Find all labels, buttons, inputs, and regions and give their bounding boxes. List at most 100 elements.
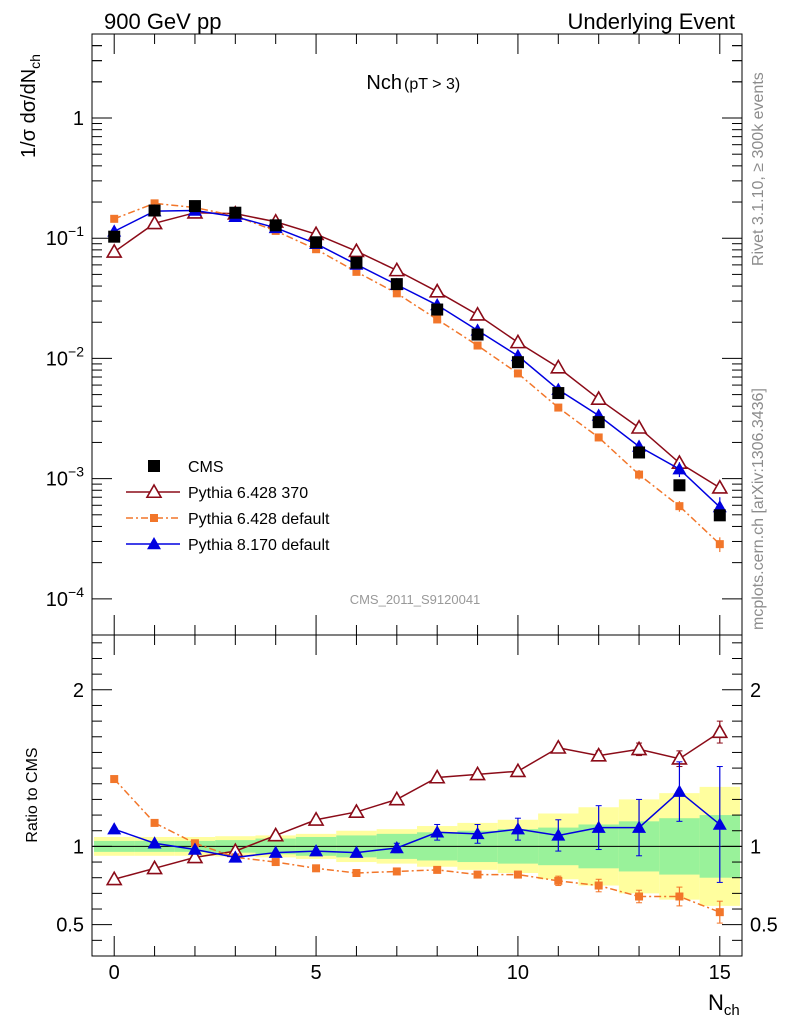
data-point [348, 803, 365, 818]
data-point [511, 356, 524, 369]
ratio-x-axis-label: Nch [708, 990, 740, 1019]
data-point [150, 199, 159, 208]
data-point [711, 479, 729, 494]
legend-label: Pythia 6.428 default [188, 511, 330, 528]
ratio-series-line [113, 790, 721, 859]
data-point [591, 820, 606, 833]
data-point [711, 723, 729, 739]
data-point [549, 739, 567, 754]
data-point [430, 825, 445, 838]
data-point [549, 358, 567, 374]
data-point [186, 848, 204, 864]
ratio-x-axis-label-main: N [708, 990, 724, 1015]
series-cms [108, 200, 726, 522]
legend-item: Pythia 8.170 default [126, 537, 330, 554]
ratio-x-tick-label: 0 [109, 962, 120, 984]
main-y-axis-label-main: 1/σ dσ/dN [18, 69, 40, 158]
ratio-y-tick-label-right: 1 [750, 836, 761, 858]
data-point [473, 341, 482, 350]
data-point [473, 870, 482, 879]
main-series-group [105, 199, 729, 553]
ratio-x-tick-label: 15 [709, 962, 731, 984]
data-point [388, 261, 406, 277]
ratio-x-tick-label: 10 [507, 962, 529, 984]
data-point [594, 433, 603, 442]
main-y-tick-exponent: −2 [68, 343, 84, 359]
main-y-tick-mantissa: 1 [73, 108, 84, 130]
data-point [592, 416, 605, 429]
ratio-series-pythia-8-170-default [107, 761, 727, 883]
data-point [388, 790, 406, 806]
header-right-label: Underlying Event [567, 9, 735, 34]
ratio-series-pythia-6-428-370 [105, 720, 729, 886]
main-y-tick-exponent: −4 [68, 584, 84, 600]
data-point [392, 867, 401, 876]
data-point [312, 245, 321, 254]
data-point [712, 500, 727, 513]
data-point [630, 419, 648, 434]
data-point [110, 214, 119, 223]
data-point [630, 740, 648, 756]
data-point [509, 762, 527, 778]
data-point [105, 870, 123, 886]
data-point [352, 267, 361, 276]
side-top-label: Rivet 3.1.10, ≥ 300k events [750, 72, 767, 266]
main-y-tick-label: 10−1 [46, 223, 84, 250]
data-point [148, 204, 161, 217]
data-point [309, 844, 324, 857]
main-y-tick-exponent: −1 [68, 223, 84, 239]
data-point [310, 236, 323, 249]
ratio-y-tick-label: 0.5 [56, 915, 84, 937]
main-y-tick-mantissa: 10 [46, 469, 68, 491]
data-point [267, 826, 285, 842]
data-point [552, 387, 565, 400]
ratio-frame [91, 634, 743, 957]
main-y-tick-label: 10−2 [46, 343, 84, 370]
data-point [271, 858, 280, 867]
data-point [228, 850, 243, 863]
data-point [269, 219, 282, 232]
main-y-tick-exponent: −3 [68, 464, 84, 480]
main-watermark: CMS_2011_S9120041 [350, 592, 481, 607]
data-point [146, 214, 163, 230]
main-y-tick-label: 10−3 [46, 464, 84, 491]
ratio-panel: 2 2 1 1 0.5 0.5 0 5 10 15 Ratio to CMS Nch [24, 634, 778, 1019]
data-point [554, 876, 563, 885]
main-y-tick-mantissa: 10 [46, 348, 68, 370]
legend-item: CMS [148, 459, 224, 476]
legend-label: Pythia 8.170 default [188, 537, 330, 554]
series-line [113, 209, 721, 508]
data-point [428, 282, 446, 298]
data-point [633, 446, 646, 459]
data-point [433, 865, 442, 874]
ratio-x-axis-label-sub: ch [724, 1002, 740, 1019]
series-line [113, 202, 721, 545]
data-point [268, 845, 283, 858]
main-y-axis-label-sub: ch [27, 54, 43, 69]
main-subtitle: (pT > 3) [404, 76, 460, 93]
ratio-series-group [105, 720, 729, 924]
data-point [715, 540, 724, 549]
ratio-y-tick-label-right: 0.5 [750, 915, 778, 937]
data-point [672, 462, 687, 475]
main-y-tick-label: 1 [73, 108, 84, 130]
data-point [352, 869, 361, 878]
data-point [392, 289, 401, 298]
data-point [110, 775, 119, 784]
data-point [469, 306, 486, 321]
data-point [188, 200, 201, 213]
ratio-series-line [114, 731, 721, 880]
data-point [187, 842, 202, 855]
data-point [551, 828, 566, 841]
data-point [307, 811, 325, 826]
data-point [713, 509, 726, 522]
main-y-tick-label: 10−4 [46, 584, 84, 611]
ratio-y-tick-label: 1 [73, 836, 84, 858]
legend-item: Pythia 6.428 default [126, 511, 330, 528]
data-point [105, 243, 123, 258]
data-point [431, 303, 444, 316]
main-y-tick-mantissa: 10 [46, 589, 68, 611]
data-point [312, 864, 321, 873]
data-point [469, 765, 486, 781]
data-point [147, 836, 162, 849]
